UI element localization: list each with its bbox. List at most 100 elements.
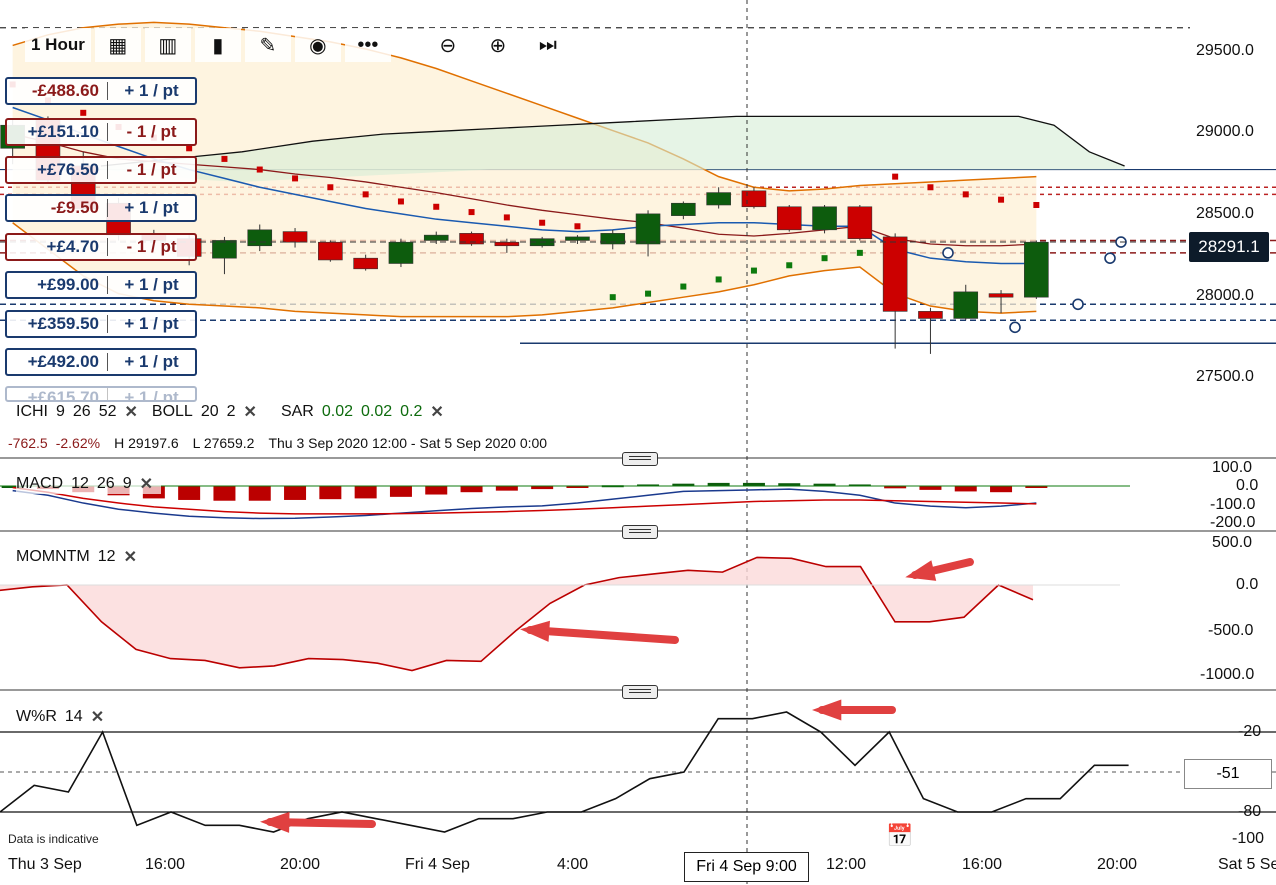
report-icon[interactable]: ▥: [144, 28, 191, 62]
momentum-legend: MOMNTM 12 ✕: [16, 547, 145, 567]
skip-to-end-icon[interactable]: ⏭: [524, 28, 571, 62]
panel-resize-handle[interactable]: [622, 525, 658, 539]
wr-axis-label: -80: [1238, 803, 1262, 820]
high-value: H 29197.6: [114, 435, 179, 451]
more-icon[interactable]: •••: [344, 28, 391, 62]
price-change-pct: -2.62%: [55, 435, 101, 451]
order-marker: [1104, 252, 1116, 264]
remove-boll-icon[interactable]: ✕: [243, 404, 257, 421]
remove-sar-icon[interactable]: ✕: [430, 404, 444, 421]
price-axis-label: 28500.0: [1196, 205, 1254, 222]
candle: [212, 240, 237, 259]
remove-wr-icon[interactable]: ✕: [90, 709, 105, 726]
position-ticket[interactable]: +£151.10 - 1 / pt: [5, 118, 197, 146]
zoom-out-icon[interactable]: ⊖: [424, 28, 471, 62]
position-ticket[interactable]: -£9.50 + 1 / pt: [5, 194, 197, 222]
sar-dot: [468, 209, 475, 216]
zoom-in-icon[interactable]: ⊕: [474, 28, 521, 62]
calendar-icon[interactable]: 📅: [886, 823, 914, 848]
candle: [635, 213, 661, 245]
candle: [494, 241, 520, 247]
position-ticket[interactable]: +£359.50 + 1 / pt: [5, 310, 197, 338]
remove-macd-icon[interactable]: ✕: [139, 476, 154, 493]
arrow-shaft: [526, 626, 679, 644]
low-value: L 27659.2: [192, 435, 255, 451]
macd-histogram-bar: [425, 486, 448, 495]
wr-current-value: -51: [1184, 759, 1272, 789]
timeframe-selector[interactable]: 1 Hour: [25, 28, 91, 62]
bar-chart-icon[interactable]: ▮: [194, 28, 241, 62]
momentum-axis-label: -1000.0: [1200, 666, 1255, 683]
boll-param: 2: [226, 403, 236, 420]
macd-label: MACD: [16, 475, 64, 492]
position-stake: - 1 / pt: [126, 237, 177, 256]
sar-dot: [327, 184, 334, 191]
position-ticket[interactable]: +£4.70 - 1 / pt: [5, 233, 197, 261]
sar-dot: [927, 184, 934, 191]
sar-dot: [80, 109, 87, 116]
sar-dot: [292, 175, 299, 182]
macd-signal-line: [12, 486, 1037, 515]
remove-momentum-icon[interactable]: ✕: [123, 549, 137, 566]
remove-ichi-icon[interactable]: ✕: [124, 404, 138, 421]
eye-icon[interactable]: ◉: [294, 28, 341, 62]
macd-histogram-bar: [637, 484, 660, 487]
macd-histogram-bar: [213, 486, 236, 501]
position-pnl: -£9.50: [50, 198, 99, 217]
macd-histogram-bar: [919, 486, 942, 490]
position-ticket[interactable]: +£615.70 + 1 / pt: [5, 386, 197, 402]
macd-histogram-bar: [848, 484, 871, 487]
position-pnl: +£359.50: [27, 314, 99, 333]
sar-param: 0.2: [400, 403, 423, 420]
sar-dot: [433, 203, 440, 210]
crosshair-time-label: Fri 4 Sep 9:00: [684, 852, 809, 882]
price-axis-label: 29500.0: [1196, 42, 1254, 59]
position-ticket[interactable]: +£76.50 - 1 / pt: [5, 156, 197, 184]
candle: [882, 236, 908, 312]
sar-dot: [750, 267, 757, 274]
candle: [282, 231, 308, 243]
sar-dot: [821, 255, 828, 262]
position-pnl: +£76.50: [37, 160, 99, 179]
pencil-icon[interactable]: ✎: [244, 28, 291, 62]
macd-histogram-bar: [284, 486, 307, 500]
time-axis-label: Sat 5 Se: [1218, 856, 1276, 873]
candle: [812, 206, 837, 231]
macd-histogram-bar: [460, 486, 483, 493]
panel-resize-handle[interactable]: [622, 685, 658, 699]
position-pnl: +£4.70: [46, 237, 99, 256]
candle: [318, 241, 343, 261]
position-ticket[interactable]: +£492.00 + 1 / pt: [5, 348, 197, 376]
macd-histogram-bar: [495, 486, 518, 491]
candle: [776, 206, 802, 231]
arrow-head: [520, 620, 550, 642]
macd-histogram-bar: [990, 486, 1013, 493]
bollinger-lower: [12, 222, 1037, 318]
annotation-arrow: [260, 811, 376, 833]
grid-icon[interactable]: ▦: [94, 28, 141, 62]
macd-param: 12: [71, 475, 89, 492]
macd-histogram-bar: [1, 486, 24, 488]
panel-resize-handle[interactable]: [622, 452, 658, 466]
position-ticket[interactable]: -£488.60 + 1 / pt: [5, 77, 197, 105]
macd-histogram-bar: [672, 483, 695, 486]
candle: [671, 202, 696, 216]
sar-param: 0.02: [321, 403, 353, 420]
candle: [600, 233, 626, 245]
position-stake: - 1 / pt: [126, 122, 177, 141]
time-axis-label: Thu 3 Sep: [8, 856, 82, 873]
time-axis-label: 12:00: [826, 856, 867, 873]
wr-param: 14: [64, 708, 83, 725]
position-stake: + 1 / pt: [124, 352, 179, 371]
macd-histogram-bar: [566, 486, 589, 488]
position-stake: + 1 / pt: [124, 314, 179, 333]
macd-histogram-bar: [319, 486, 342, 500]
sar-dot: [539, 219, 546, 226]
ichi-param: 52: [98, 403, 117, 420]
price-axis-label: 29000.0: [1196, 123, 1254, 140]
momentum-panel: [0, 530, 1276, 672]
time-axis-label: 4:00: [557, 856, 589, 873]
time-axis-label: Fri 4 Sep: [405, 856, 470, 873]
position-ticket[interactable]: +£99.00 + 1 / pt: [5, 271, 197, 299]
candle: [423, 234, 449, 241]
